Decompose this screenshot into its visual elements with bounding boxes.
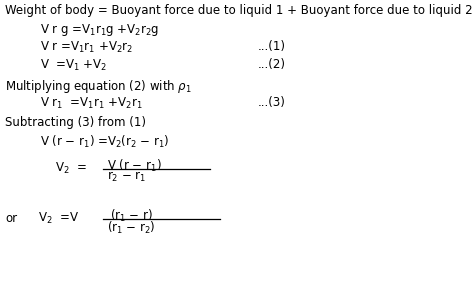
Text: V r$_1$  =V$_1$r$_1$ +V$_2$r$_1$: V r$_1$ =V$_1$r$_1$ +V$_2$r$_1$ — [40, 96, 143, 111]
Text: Weight of body = Buoyant force due to liquid 1 + Buoyant force due to liquid 2: Weight of body = Buoyant force due to li… — [5, 4, 473, 17]
Text: V (r $-$ r$_1$) =V$_2$(r$_2$ $-$ r$_1$): V (r $-$ r$_1$) =V$_2$(r$_2$ $-$ r$_1$) — [40, 134, 170, 150]
Text: V r =V$_1$r$_1$ +V$_2$r$_2$: V r =V$_1$r$_1$ +V$_2$r$_2$ — [40, 40, 133, 55]
Text: ...(3): ...(3) — [258, 96, 286, 109]
Text: r$_2$ $-$ r$_1$: r$_2$ $-$ r$_1$ — [107, 170, 146, 184]
Text: V  =V$_1$ +V$_2$: V =V$_1$ +V$_2$ — [40, 58, 107, 73]
Text: ...(1): ...(1) — [258, 40, 286, 53]
Text: (r$_1$ $-$ r): (r$_1$ $-$ r) — [110, 208, 153, 224]
Text: V$_2$  =V: V$_2$ =V — [38, 210, 79, 226]
Text: Subtracting (3) from (1): Subtracting (3) from (1) — [5, 116, 146, 129]
Text: or: or — [5, 211, 17, 224]
Text: V (r $-$ r$_1$): V (r $-$ r$_1$) — [107, 158, 162, 174]
Text: V r g =V$_1$r$_1$g +V$_2$r$_2$g: V r g =V$_1$r$_1$g +V$_2$r$_2$g — [40, 22, 159, 38]
Text: (r$_1$ $-$ r$_2$): (r$_1$ $-$ r$_2$) — [107, 220, 155, 236]
Text: V$_2$  =: V$_2$ = — [55, 160, 87, 176]
Text: ...(2): ...(2) — [258, 58, 286, 71]
Text: Multiplying equation (2) with $\rho_1$: Multiplying equation (2) with $\rho_1$ — [5, 78, 192, 95]
